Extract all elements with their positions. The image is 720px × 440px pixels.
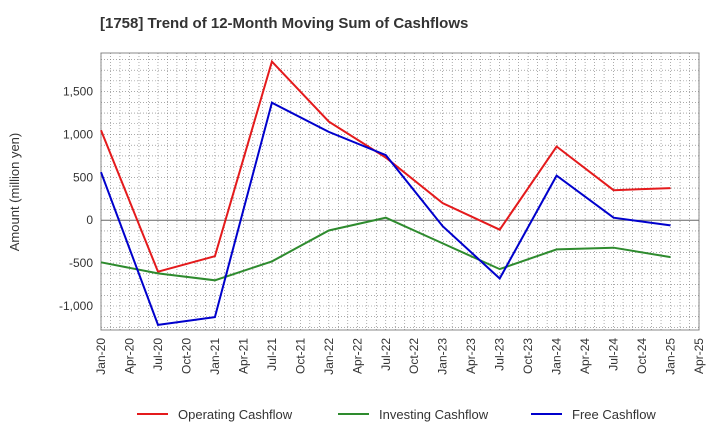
y-tick-label: -500 — [69, 256, 93, 270]
x-tick-label: Oct-20 — [179, 338, 193, 374]
y-tick-label: 1,500 — [63, 85, 93, 99]
y-axis-label: Amount (million yen) — [7, 133, 22, 252]
x-tick-label: Jul-21 — [265, 338, 279, 371]
axes: -1,000 -500 0 500 1,000 1,500 Jan-20 Apr-20 Jul-… — [59, 85, 706, 375]
x-tick-label: Oct-23 — [521, 338, 535, 374]
chart-title: [1758] Trend of 12-Month Moving Sum of C… — [100, 15, 468, 32]
x-tick-label: Apr-22 — [350, 338, 364, 374]
x-tick-label: Jan-21 — [208, 338, 222, 375]
y-tick-label: -1,000 — [59, 299, 93, 313]
series — [100, 59, 671, 326]
y-tick-label: 0 — [86, 213, 93, 227]
x-tick-label: Jan-23 — [436, 338, 450, 375]
series-line — [100, 216, 671, 282]
x-tick-label: Apr-25 — [692, 338, 706, 374]
series-line — [100, 59, 671, 273]
grid — [100, 52, 700, 331]
x-tick-label: Jul-24 — [607, 338, 621, 371]
x-tick-label: Apr-23 — [464, 338, 478, 374]
legend-label: Operating Cashflow — [178, 407, 293, 422]
x-tick-label: Apr-20 — [122, 338, 136, 374]
x-tick-label: Oct-21 — [293, 338, 307, 374]
legend: Operating Cashflow Investing Cashflow Free… — [137, 407, 656, 422]
legend-label: Investing Cashflow — [379, 407, 489, 422]
x-tick-label: Apr-21 — [236, 338, 250, 374]
series-line — [100, 101, 671, 326]
x-tick-label: Jul-23 — [493, 338, 507, 371]
x-tick-label: Jan-22 — [322, 338, 336, 375]
x-tick-label: Jan-25 — [664, 338, 678, 375]
x-tick-label: Oct-24 — [635, 338, 649, 374]
y-tick-label: 500 — [73, 170, 93, 184]
x-tick-label: Jan-24 — [550, 338, 564, 375]
plot-area — [100, 52, 700, 331]
x-tick-label: Jul-20 — [151, 338, 165, 371]
x-tick-label: Jan-20 — [94, 338, 108, 375]
x-tick-label: Oct-22 — [407, 338, 421, 374]
y-tick-label: 1,000 — [63, 127, 93, 141]
x-tick-label: Jul-22 — [379, 338, 393, 371]
x-tick-label: Apr-24 — [578, 338, 592, 374]
legend-label: Free Cashflow — [572, 407, 656, 422]
